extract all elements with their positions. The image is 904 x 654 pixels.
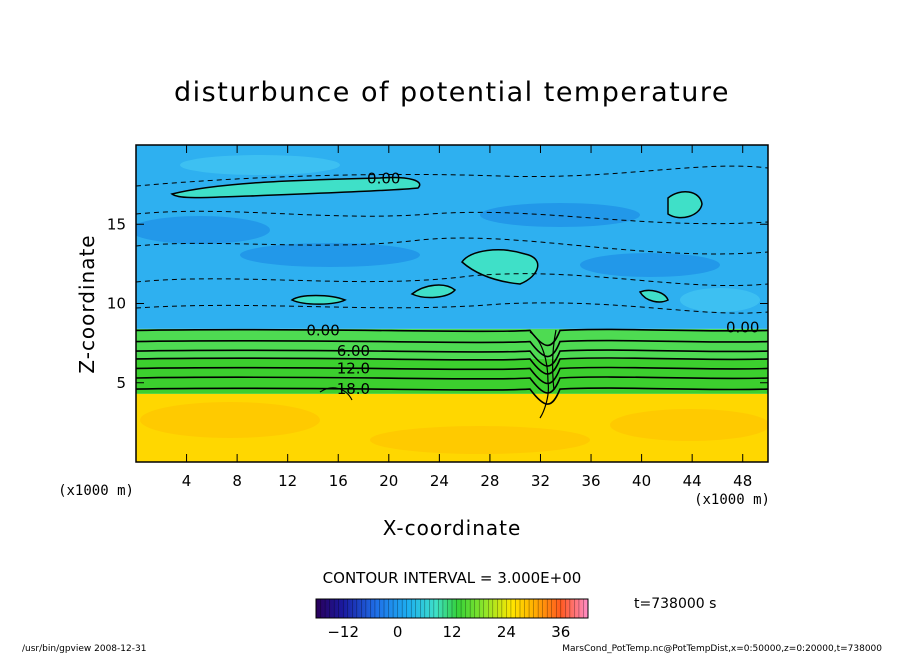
colorbar-tick-label-36: 36 — [551, 623, 570, 641]
time-label: t=738000 s — [634, 596, 716, 612]
y-tick-label-15: 15 — [107, 215, 126, 233]
contour-label-0: 0.00 — [367, 169, 400, 187]
colorbar-tick-label-0: 0 — [393, 623, 403, 641]
field-texture-3 — [580, 253, 720, 277]
contour-dashed-5 — [136, 302, 768, 314]
x-tick-label-16: 16 — [329, 472, 348, 490]
colorbar-tick-label-24: 24 — [497, 623, 516, 641]
contour-level-4 — [136, 366, 768, 385]
contour-dashed-4 — [136, 273, 768, 287]
footer-left: /usr/bin/gpview 2008-12-31 — [22, 644, 146, 654]
x-tick-label-8: 8 — [232, 472, 242, 490]
x-tick-label-24: 24 — [430, 472, 449, 490]
contour-level-2 — [136, 349, 768, 367]
contour-interval-text: CONTOUR INTERVAL = 3.000E+00 — [323, 569, 582, 587]
contour-cloud-right — [667, 191, 703, 219]
contour-dashed-2 — [136, 210, 768, 225]
y-axis-ticks: 5 10 15 — [107, 215, 768, 392]
x-unit-label: (x1000 m) — [694, 492, 770, 508]
contour-label-2: 0.00 — [726, 318, 759, 336]
field-texture-6 — [140, 402, 320, 438]
contour-label-3: 6.00 — [337, 342, 370, 360]
field-texture-7 — [370, 426, 590, 454]
x-tick-label-12: 12 — [278, 472, 297, 490]
x-tick-label-44: 44 — [683, 472, 702, 490]
contour-label-5: 18.0 — [337, 380, 370, 398]
contour-cloud-mid — [461, 249, 539, 285]
x-tick-label-4: 4 — [182, 472, 192, 490]
x-tick-label-40: 40 — [632, 472, 651, 490]
contour-lines — [136, 165, 768, 419]
field-texture-0 — [136, 216, 270, 244]
footer-right: MarsCond_PotTemp.nc@PotTempDist,x=0:5000… — [562, 644, 882, 654]
contour-dashed-1 — [136, 165, 768, 187]
y-axis-label: Z-coordinate — [75, 234, 99, 373]
contour-level-1 — [136, 339, 768, 358]
contour-label-1: 0.00 — [306, 321, 339, 339]
x-tick-label-48: 48 — [733, 472, 752, 490]
chart-title: disturbunce of potential temperature — [174, 77, 730, 108]
contour-label-4: 12.0 — [337, 359, 370, 377]
field-texture-5 — [680, 288, 760, 312]
field-texture-8 — [610, 409, 768, 441]
contour-level-5 — [136, 376, 768, 394]
field-region-2 — [136, 328, 768, 359]
x-tick-label-28: 28 — [480, 472, 499, 490]
x-axis-label: X-coordinate — [383, 516, 522, 540]
y-tick-label-5: 5 — [116, 374, 126, 392]
contour-cloud-upper — [170, 176, 421, 199]
contour-cloud-small-3 — [638, 289, 669, 303]
z-unit-label: (x1000 m) — [58, 483, 134, 499]
field-texture-2 — [480, 203, 640, 227]
contour-levels — [136, 328, 768, 405]
x-axis-ticks: 4 8 12 16 20 24 28 32 36 40 44 48 — [182, 145, 752, 490]
field-texture-1 — [240, 243, 420, 267]
colorbar-ticks: −12 0 12 24 36 — [327, 623, 570, 641]
x-tick-label-32: 32 — [531, 472, 550, 490]
contour-cloud-small — [290, 294, 347, 305]
x-tick-label-20: 20 — [379, 472, 398, 490]
contour-level-6 — [136, 387, 768, 405]
contour-dip-32-b — [552, 329, 557, 391]
contour-level-3 — [136, 357, 768, 375]
y-tick-label-10: 10 — [107, 295, 126, 313]
x-tick-label-36: 36 — [581, 472, 600, 490]
contour-level-0 — [136, 328, 768, 347]
contour-dip-32 — [529, 331, 549, 419]
colorbar-tick-label-12: 12 — [442, 623, 461, 641]
colorbar-tick-label--12: −12 — [327, 623, 359, 641]
field-texture-4 — [180, 155, 340, 175]
contour-cloud-small-2 — [410, 284, 457, 299]
colorbar-stripes — [320, 599, 584, 618]
